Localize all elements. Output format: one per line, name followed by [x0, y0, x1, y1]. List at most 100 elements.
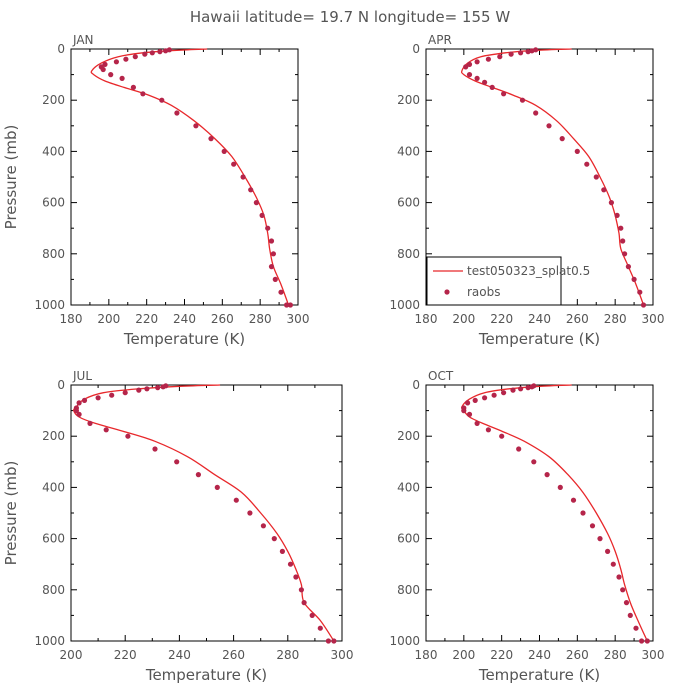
raobs-point	[247, 510, 253, 516]
raobs-point	[557, 484, 563, 490]
raobs-point	[466, 72, 473, 78]
raobs-point	[627, 612, 633, 619]
raobs-point	[499, 433, 505, 439]
raobs-point	[130, 84, 136, 90]
raobs-point	[163, 48, 169, 54]
x-tick-label: 220	[490, 648, 513, 662]
raobs-point	[109, 392, 115, 398]
x-tick-label: 280	[276, 648, 299, 662]
y-tick-label: 0	[57, 378, 65, 392]
figure-title: Hawaii latitude= 19.7 N longitude= 155 W	[190, 8, 510, 26]
legend-model-label: test050323_splat0.5	[467, 264, 590, 278]
raobs-point	[248, 187, 254, 193]
raobs-point	[253, 200, 259, 206]
raobs-point	[270, 251, 276, 257]
raobs-point	[533, 110, 539, 116]
raobs-point	[466, 61, 473, 67]
raobs-point	[81, 397, 88, 403]
raobs-point	[618, 225, 624, 231]
raobs-point	[119, 75, 125, 81]
panel-oct: 180 200 220 240 260 280 300 0 200 400 600 800 1000 OC…	[389, 369, 664, 684]
raobs-point	[574, 148, 580, 154]
x-tick-label: 180	[415, 312, 438, 326]
raobs-point	[637, 289, 643, 295]
x-tick-label: 220	[114, 648, 137, 662]
raobs-point	[474, 59, 480, 65]
panels: 180 200 220 240 260 280 300 0 200 400 600 800 1000 JA…	[2, 33, 664, 684]
raobs-point	[546, 123, 552, 129]
x-tick-label: 240	[528, 312, 551, 326]
y-tick-label: 600	[397, 196, 420, 210]
x-tick-label: 240	[168, 648, 191, 662]
y-tick-label: 400	[397, 144, 420, 158]
raobs-point	[631, 276, 637, 282]
raobs-point	[272, 276, 278, 282]
raobs-point	[193, 123, 199, 129]
x-axis-label: Temperature (K)	[123, 330, 245, 348]
panel-title: OCT	[428, 369, 454, 383]
y-axis-label: Pressure (mb)	[2, 125, 20, 230]
raobs-point	[625, 264, 632, 270]
x-tick-label: 260	[211, 312, 234, 326]
x-tick-label: 240	[528, 648, 551, 662]
raobs-point	[463, 64, 469, 70]
raobs-point	[140, 91, 146, 97]
plot-frame	[70, 384, 343, 642]
raobs-point	[525, 385, 531, 391]
raobs-point	[149, 50, 155, 56]
raobs-point	[614, 212, 620, 218]
x-tick-label: 180	[60, 312, 83, 326]
x-tick-label: 240	[173, 312, 196, 326]
raobs-point	[113, 59, 119, 65]
y-tick-label: 1000	[34, 298, 65, 312]
raobs-point	[489, 84, 495, 90]
raobs-point	[301, 600, 307, 606]
raobs-point	[620, 238, 626, 244]
y-tick-label: 800	[42, 247, 65, 261]
raobs-point	[279, 548, 285, 555]
raobs-point	[293, 574, 299, 580]
raobs-point	[531, 459, 537, 465]
x-tick-label: 300	[642, 312, 665, 326]
raobs-point	[639, 638, 645, 644]
x-tick-label: 260	[566, 648, 589, 662]
raobs-point	[123, 56, 129, 62]
raobs-point	[605, 548, 611, 555]
raobs-point	[620, 587, 626, 593]
raobs-point	[610, 561, 616, 567]
legend-obs-label: raobs	[467, 285, 501, 299]
y-tick-label: 1000	[34, 634, 65, 648]
raobs-point	[160, 384, 166, 390]
raobs-point	[474, 75, 480, 81]
raobs-point	[570, 497, 577, 503]
raobs-point	[87, 420, 93, 426]
y-tick-label: 0	[412, 378, 420, 392]
x-tick-label: 300	[287, 312, 310, 326]
raobs-point	[519, 97, 526, 103]
y-tick-label: 800	[397, 583, 420, 597]
raobs-point	[593, 174, 599, 180]
raobs-point	[278, 289, 284, 295]
raobs-point	[76, 411, 82, 417]
raobs-point	[76, 400, 82, 406]
raobs-point	[136, 387, 142, 393]
raobs-point	[284, 302, 290, 308]
raobs-point	[623, 600, 630, 606]
y-tick-label: 600	[42, 532, 65, 546]
raobs-point	[644, 638, 650, 644]
x-tick-label: 200	[452, 648, 475, 662]
raobs-point	[268, 238, 275, 244]
y-tick-label: 800	[397, 247, 420, 261]
raobs-point	[108, 72, 114, 78]
raobs-point	[214, 484, 220, 490]
raobs-point	[485, 56, 491, 62]
raobs-point	[616, 574, 622, 580]
raobs-point	[633, 625, 639, 631]
x-tick-label: 200	[97, 312, 120, 326]
y-axis-label: Pressure (mb)	[2, 461, 20, 566]
raobs-point	[208, 136, 214, 142]
raobs-point	[231, 161, 237, 167]
raobs-point	[472, 397, 478, 403]
